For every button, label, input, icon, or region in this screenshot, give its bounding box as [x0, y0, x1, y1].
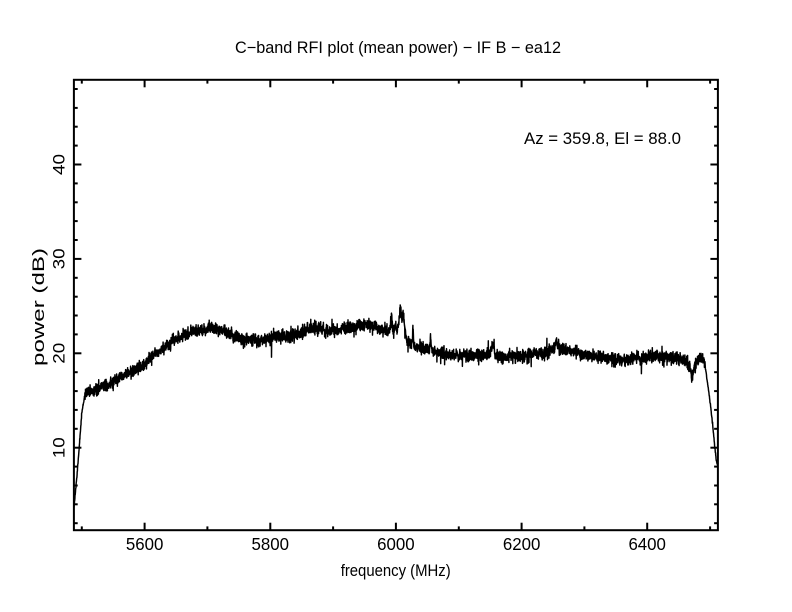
svg-text:5800: 5800 — [252, 534, 290, 554]
svg-text:C−band RFI plot (mean power) −: C−band RFI plot (mean power) − IF B − ea… — [235, 39, 561, 57]
svg-text:6000: 6000 — [377, 534, 415, 554]
svg-text:power (dB): power (dB) — [30, 248, 48, 366]
svg-text:30: 30 — [51, 248, 69, 269]
svg-text:Az = 359.8, El = 88.0: Az = 359.8, El = 88.0 — [524, 130, 681, 148]
svg-text:frequency (MHz): frequency (MHz) — [341, 562, 451, 580]
svg-text:6400: 6400 — [628, 534, 666, 554]
svg-text:40: 40 — [51, 154, 69, 175]
svg-text:10: 10 — [51, 437, 69, 458]
svg-text:5600: 5600 — [126, 534, 164, 554]
svg-text:20: 20 — [51, 343, 69, 364]
svg-text:6200: 6200 — [503, 534, 541, 554]
